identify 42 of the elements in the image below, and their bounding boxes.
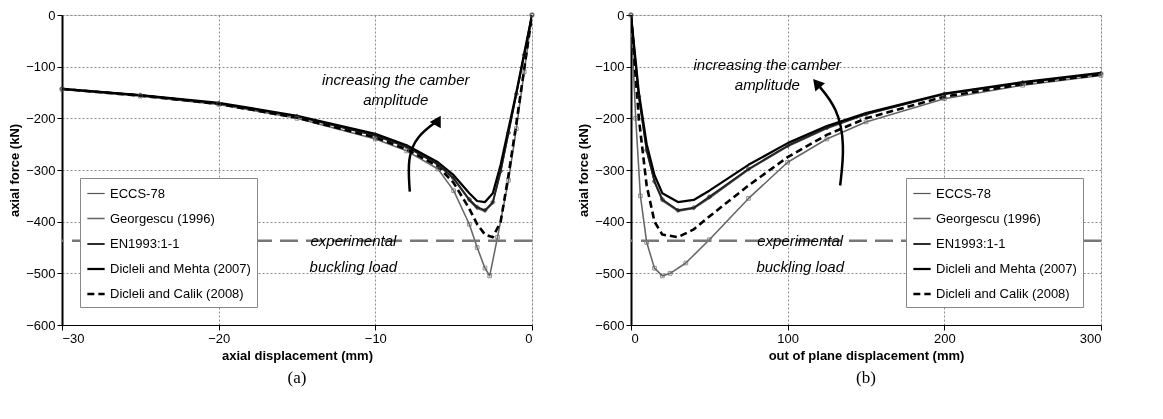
y-tick-label: −200 [595, 110, 625, 126]
text: (a) [287, 368, 307, 387]
y-tick-label: −100 [26, 59, 56, 75]
y-tick-label: −100 [595, 59, 625, 75]
y-tick-label: −600 [595, 317, 625, 333]
legend-label: Georgescu (1996) [110, 210, 215, 226]
legend-label: ECCS-78 [110, 185, 165, 201]
legend-label: Georgescu (1996) [936, 210, 1041, 226]
y-tick-label: −300 [595, 162, 625, 178]
annotation: increasing the camber amplitude [321, 71, 471, 109]
text: (b) [856, 368, 876, 387]
legend-label: Dicleli and Mehta (2007) [936, 261, 1077, 276]
legend-label: EN1993:1-1 [110, 236, 180, 251]
y-tick-label: −300 [26, 162, 56, 178]
y-tick-label: −600 [26, 317, 56, 333]
legend-label: Dicleli and Mehta (2007) [110, 261, 251, 276]
legend-label: ECCS-78 [936, 185, 991, 201]
y-tick-label: 0 [617, 7, 625, 23]
x-tick-label: 100 [777, 330, 800, 346]
legend-label: EN1993:1-1 [936, 236, 1006, 251]
ref-line-label: experimental buckling load [756, 231, 845, 275]
x-tick-label: −10 [364, 330, 387, 346]
x-tick-label: −30 [62, 330, 85, 346]
y-tick-label: −200 [26, 110, 56, 126]
x-tick-label: 0 [631, 330, 639, 346]
x-tick-label: 200 [933, 330, 956, 346]
y-tick-label: −500 [595, 265, 625, 281]
y-tick-label: −500 [26, 265, 56, 281]
y-tick-label: 0 [48, 7, 56, 23]
legend-label: Dicleli and Calik (2008) [110, 286, 244, 301]
y-tick-label: −400 [595, 214, 625, 230]
x-tick-label: 0 [525, 330, 533, 346]
y-axis-title: axial force (kN) [576, 123, 592, 218]
ref-line-label: experimental buckling load [309, 231, 398, 275]
x-axis-title: out of plane displacement (mm) [768, 347, 965, 363]
x-tick-label: 300 [1079, 330, 1102, 346]
legend-label: Dicleli and Calik (2008) [936, 286, 1070, 301]
annotation: increasing the camber amplitude [693, 55, 843, 93]
x-tick-label: −20 [208, 330, 231, 346]
x-axis-title: axial displacement (mm) [222, 347, 373, 363]
y-axis-title: axial force (kN) [7, 123, 23, 218]
y-tick-label: −400 [26, 214, 56, 230]
